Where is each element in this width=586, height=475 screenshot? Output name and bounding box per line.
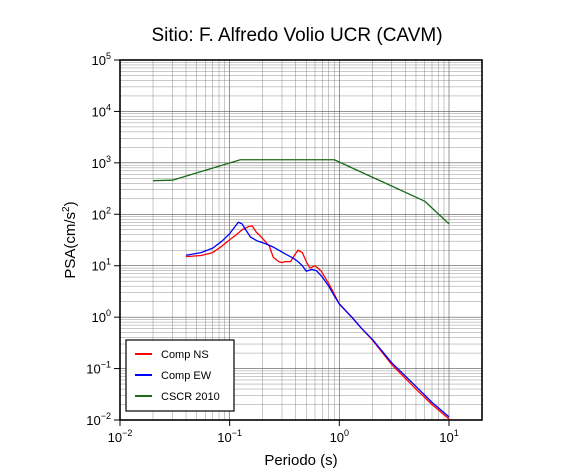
y-tick-label: 10−1 xyxy=(86,360,111,377)
y-tick-label: 104 xyxy=(92,102,111,119)
x-ticks: 10−2 10−1 100 101 xyxy=(108,420,459,445)
chart-title: Sitio: F. Alfredo Volio UCR (CAVM) xyxy=(151,25,442,46)
legend-label: Comp NS xyxy=(161,349,209,361)
y-axis-label-sup: 2 xyxy=(61,206,72,212)
x-tick-label: 100 xyxy=(330,428,349,445)
y-tick-label: 103 xyxy=(92,154,111,171)
y-axis-label: PSA(cm/s2) xyxy=(61,201,79,278)
grid xyxy=(119,59,483,421)
x-axis-label: Periodo (s) xyxy=(264,452,337,469)
y-tick-label: 105 xyxy=(92,51,111,68)
plot-frame xyxy=(119,59,483,421)
y-ticks: 10−2 10−1 100 101 102 103 104 105 xyxy=(86,51,120,428)
y-tick-label: 10−2 xyxy=(86,411,111,428)
x-tick-label: 101 xyxy=(439,428,458,445)
series-line-1 xyxy=(185,221,450,418)
y-tick-label: 100 xyxy=(92,308,111,325)
legend-label: CSCR 2010 xyxy=(161,391,220,403)
series-line-2 xyxy=(152,159,450,225)
y-tick-label: 102 xyxy=(92,205,111,222)
y-axis-label-main: PSA(cm/s xyxy=(62,212,79,279)
plot-series xyxy=(152,159,450,420)
x-tick-label: 10−1 xyxy=(217,428,242,445)
legend-label: Comp EW xyxy=(161,370,212,382)
y-tick-label: 101 xyxy=(92,257,111,274)
legend: Comp NS Comp EW CSCR 2010 xyxy=(125,339,235,412)
y-axis-label-close: ) xyxy=(62,201,79,206)
x-tick-label: 10−2 xyxy=(108,428,133,445)
